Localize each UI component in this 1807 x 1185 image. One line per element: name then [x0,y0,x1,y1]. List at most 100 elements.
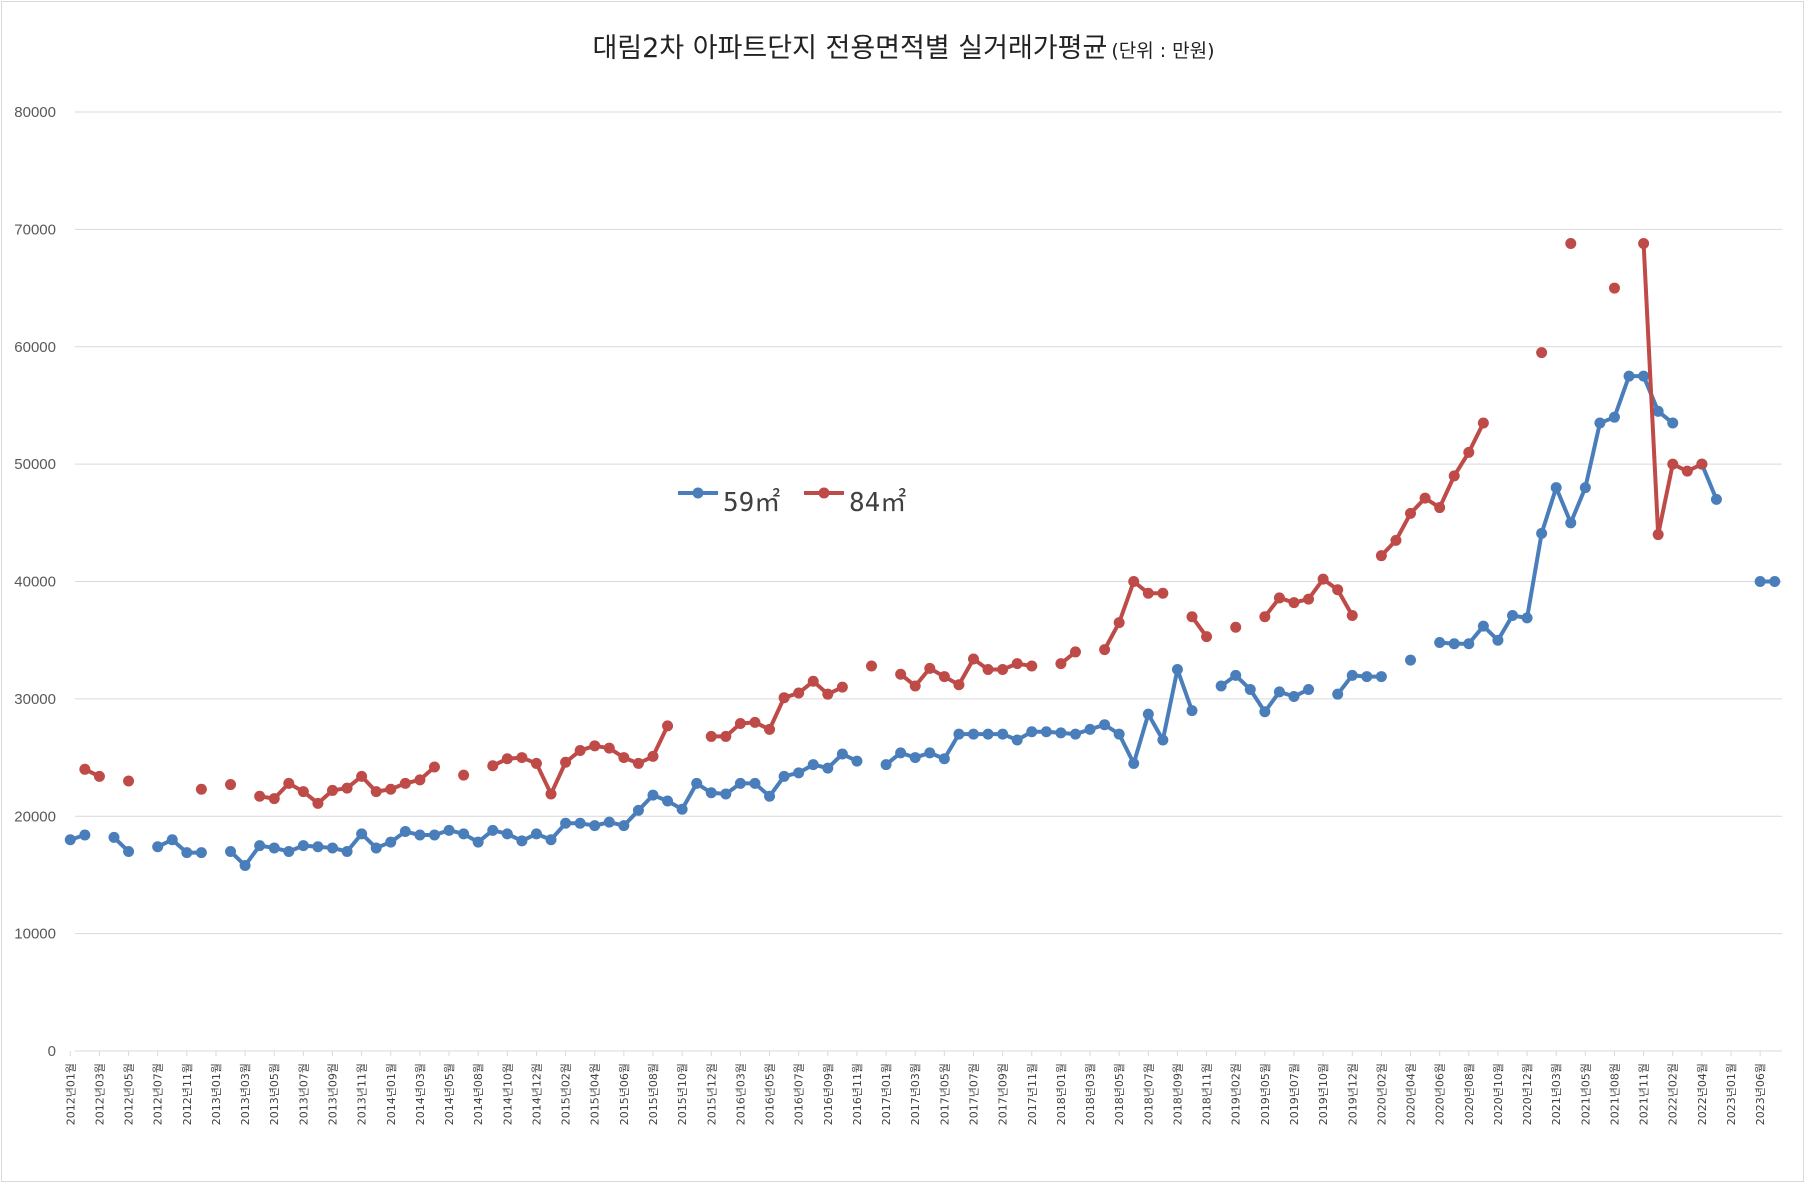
data-point [1754,576,1766,587]
chart-title: 대림2차 아파트단지 전용면적별 실거래가평균 (단위 : 만원) [0,26,1807,65]
data-point [647,789,659,801]
data-point [778,770,790,782]
data-point [997,664,1009,676]
x-tick-label: 2021년11월 [1638,1063,1651,1125]
data-point [720,730,732,742]
data-point [254,840,266,852]
x-tick-label: 2020년08월 [1463,1063,1476,1125]
x-tick-label: 2019년10월 [1317,1063,1330,1125]
data-point [1361,671,1373,683]
x-tick-label: 2012년05월 [123,1063,136,1125]
data-point [1332,584,1344,596]
data-point [1375,550,1387,562]
data-point [1652,405,1664,417]
data-point [1419,492,1431,504]
x-tick-label: 2013년07월 [297,1063,310,1125]
data-point [1171,664,1183,676]
x-tick-label: 2021년08월 [1608,1063,1621,1125]
x-tick-label: 2020년12월 [1521,1063,1534,1125]
data-point [1405,654,1417,666]
data-point [1303,593,1315,605]
x-tick-label: 2017년07월 [967,1063,980,1125]
data-point [1492,634,1504,646]
data-point [1040,726,1052,738]
data-point [268,793,280,805]
data-point [530,757,542,769]
data-point [1186,705,1198,717]
x-tick-label: 2022년04월 [1696,1063,1709,1125]
data-point [1579,482,1591,494]
data-point [458,769,470,781]
data-point [472,836,484,848]
x-tick-label: 2021년03월 [1550,1063,1563,1125]
data-point [938,753,950,765]
data-point [982,728,994,740]
x-tick-label: 2016년11월 [851,1063,864,1125]
x-tick-label: 2015년06월 [618,1063,631,1125]
data-point [93,770,105,782]
data-point [676,803,688,815]
data-point [967,653,979,665]
data-point [851,755,863,767]
x-tick-label: 2013년01월 [210,1063,223,1125]
legend-label: 59㎡ [723,488,780,518]
series-line [1641,243,1703,537]
data-point [1608,282,1620,294]
data-point [1069,646,1081,658]
x-tick-label: 2015년12월 [705,1063,718,1125]
y-axis-ticks: 0 10000 20000 30000 40000 50000 60000 70000 8000… [14,104,56,1060]
data-point [297,786,309,798]
data-point [1681,465,1693,477]
data-point [516,752,528,764]
data-point [632,757,644,769]
data-point [1055,727,1067,739]
x-tick-label: 2023년01월 [1725,1063,1738,1125]
data-point [1142,587,1154,599]
data-point [152,841,164,853]
x-tick-label: 2014년03월 [414,1063,427,1125]
data-point [574,745,586,757]
y-tick-label: 40000 [14,574,56,591]
legend-marker [818,487,830,499]
data-point [123,845,135,857]
data-point [924,747,936,759]
x-tick-label: 2019년12월 [1346,1063,1359,1125]
data-point [793,767,805,779]
data-point [181,847,193,859]
series-line [711,679,844,739]
x-tick-label: 2012년03월 [93,1063,106,1125]
y-tick-label: 0 [48,1043,56,1060]
data-point [399,826,411,838]
x-tick-label: 2014년10월 [501,1063,514,1125]
data-point [1201,631,1213,643]
x-tick-label: 2015년10월 [676,1063,689,1125]
data-point [1259,706,1271,718]
data-point [909,752,921,764]
data-point [895,747,907,759]
data-point [501,753,513,765]
data-point [545,834,557,846]
x-tick-label: 2018년07월 [1142,1063,1155,1125]
x-tick-label: 2022년02월 [1667,1063,1680,1125]
legend: 59㎡ 84㎡ [678,487,906,518]
data-point [1113,728,1125,740]
data-point [953,679,965,691]
x-tick-label: 2017년11월 [1026,1063,1039,1125]
data-point [1346,669,1358,681]
data-point [428,761,440,773]
data-point [283,845,295,857]
data-point [1390,534,1402,546]
data-point [108,831,120,843]
data-point [1230,621,1242,633]
data-point [1230,669,1242,681]
data-point [1113,617,1125,629]
data-point [327,842,339,854]
data-point [662,795,674,807]
data-point [807,759,819,771]
data-point [414,829,426,841]
data-point [79,829,91,841]
data-point [705,787,717,799]
data-point [1375,671,1387,683]
